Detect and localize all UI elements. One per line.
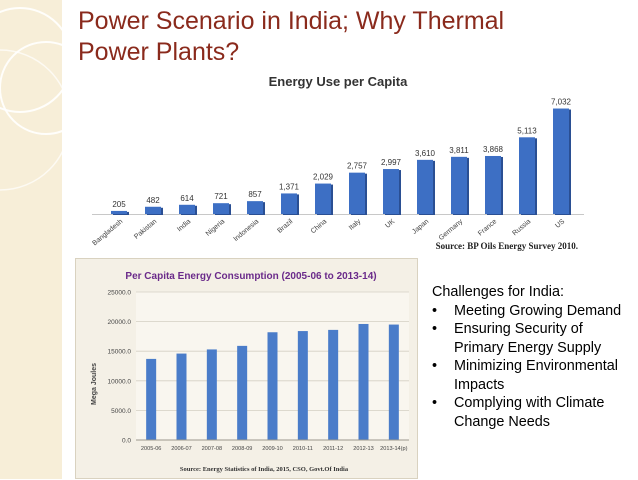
chart2-bar xyxy=(297,331,308,440)
slide-title-line-1: Power Scenario in India; Why Thermal xyxy=(78,7,505,35)
chart1-category-label: Germany xyxy=(438,218,465,242)
challenge-item: • Minimizing Environmental Impacts xyxy=(432,357,632,394)
chart1-bar xyxy=(281,193,297,214)
chart1-value-label: 721 xyxy=(214,192,228,201)
chart1-bar xyxy=(179,204,195,214)
chart2-ytick-label: 15000.0 xyxy=(108,349,132,356)
chart2-source: Source: Energy Statistics of India, 2015… xyxy=(180,466,349,473)
chart2-ytick-label: 5000.0 xyxy=(111,408,131,415)
chart1-bar xyxy=(145,206,161,214)
chart1-bar xyxy=(451,156,467,214)
chart1-category-label: Brazil xyxy=(276,218,294,235)
bullet-glyph: • xyxy=(432,395,438,411)
chart2-bar xyxy=(358,323,369,440)
chart2-bar xyxy=(267,332,278,440)
challenge-item: • Ensuring Security of Primary Energy Su… xyxy=(432,320,632,357)
chart1-bar xyxy=(213,203,229,214)
chart2-bar xyxy=(146,358,157,440)
chart1-value-label: 5,113 xyxy=(517,126,537,135)
chart2-ytick-label: 20000.0 xyxy=(108,319,132,326)
chart2-bar xyxy=(206,349,217,440)
chart2-bar xyxy=(388,324,399,440)
chart1-bar xyxy=(417,159,433,214)
chart2-category-label: 2006-07 xyxy=(171,446,192,452)
chart2-ytick-label: 10000.0 xyxy=(108,378,132,385)
chart2-ytick-label: 25000.0 xyxy=(108,290,132,297)
decorative-side-band xyxy=(0,0,62,479)
chart1-bar xyxy=(519,137,535,214)
chart1-category-label: UK xyxy=(384,218,396,230)
chart1-value-label: 2,997 xyxy=(381,158,402,167)
chart1-category-label: Nigeria xyxy=(205,218,227,238)
chart1-category-label: India xyxy=(176,218,192,233)
chart1-category-label: China xyxy=(310,218,329,235)
chart2-bar xyxy=(328,329,339,440)
chart1-bar xyxy=(247,201,263,214)
chart1-value-label: 857 xyxy=(248,190,262,199)
chart2-ylabel: Mega Joules xyxy=(91,363,98,405)
chart1-bar xyxy=(349,172,365,214)
chart1-value-label: 3,811 xyxy=(449,146,469,155)
energy-use-chart-svg: Energy Use per Capita Source: BP Oils En… xyxy=(91,74,584,251)
slide-title: Power Scenario in India; Why Thermal Pow… xyxy=(78,6,598,68)
chart1-bar xyxy=(315,183,331,214)
bullet-glyph: • xyxy=(432,321,438,337)
per-capita-consumption-chart: Per Capita Energy Consumption (2005-06 t… xyxy=(75,258,418,479)
slide-title-line-2: Power Plants? xyxy=(78,38,240,66)
chart1-category-label: Bangladesh xyxy=(91,218,124,247)
chart1-bar xyxy=(553,108,569,214)
chart1-value-label: 7,032 xyxy=(551,98,572,107)
chart2-category-label: 2009-10 xyxy=(262,446,283,452)
challenge-text: Ensuring Security of Primary Energy Supp… xyxy=(454,321,602,356)
chart1-value-label: 3,610 xyxy=(415,149,436,158)
chart1-source: Source: BP Oils Energy Survey 2010. xyxy=(436,241,578,251)
chart2-bar xyxy=(176,353,187,440)
chart1-value-label: 482 xyxy=(146,196,160,205)
chart2-bar xyxy=(237,345,248,440)
chart1-category-label: France xyxy=(477,218,498,237)
chart1-value-label: 205 xyxy=(112,200,126,209)
challenges-list: • Meeting Growing Demand • Ensuring Secu… xyxy=(432,302,632,432)
chart2-category-label: 2013-14(p) xyxy=(380,446,408,452)
chart1-category-label: Pakistan xyxy=(133,218,158,241)
chart1-title: Energy Use per Capita xyxy=(269,74,408,89)
challenge-text: Complying with Climate Change Needs xyxy=(454,395,605,430)
chart1-bar xyxy=(111,210,127,214)
challenge-item: • Complying with Climate Change Needs xyxy=(432,394,632,431)
chart2-title: Per Capita Energy Consumption (2005-06 t… xyxy=(125,271,376,282)
decorative-arcs xyxy=(0,7,62,191)
chart2-ytick-label: 0.0 xyxy=(122,438,131,445)
chart1-value-label: 1,371 xyxy=(279,182,300,191)
chart2-category-label: 2012-13 xyxy=(353,446,374,452)
chart1-value-label: 3,868 xyxy=(483,145,504,154)
energy-use-per-capita-chart: Energy Use per Capita Source: BP Oils En… xyxy=(88,66,588,254)
chart2-category-label: 2007-08 xyxy=(202,446,223,452)
chart1-bar xyxy=(485,155,501,214)
chart1-category-label: Indonesia xyxy=(233,218,261,243)
chart1-value-label: 2,029 xyxy=(313,173,334,182)
chart2-category-label: 2005-06 xyxy=(141,446,162,452)
challenges-panel: Challenges for India: • Meeting Growing … xyxy=(432,283,632,431)
chart1-bar xyxy=(383,169,399,214)
consumption-chart-svg: Per Capita Energy Consumption (2005-06 t… xyxy=(91,271,409,473)
chart1-category-label: Russia xyxy=(511,218,532,237)
chart2-category-label: 2010-11 xyxy=(293,446,313,452)
chart2-category-label: 2011-12 xyxy=(323,446,343,452)
chart1-value-label: 614 xyxy=(180,194,194,203)
challenges-heading: Challenges for India: xyxy=(432,284,564,300)
chart1-category-label: US xyxy=(554,218,566,230)
chart1-category-label: Italy xyxy=(348,218,363,232)
chart1-category-label: Japan xyxy=(411,218,430,236)
bullet-glyph: • xyxy=(432,302,438,319)
bullet-glyph: • xyxy=(432,358,438,374)
challenge-item: • Meeting Growing Demand xyxy=(432,302,632,321)
challenge-text: Minimizing Environmental Impacts xyxy=(454,358,618,393)
chart1-value-label: 2,757 xyxy=(347,162,368,171)
chart2-category-label: 2008-09 xyxy=(232,446,253,452)
challenge-text: Meeting Growing Demand xyxy=(454,302,622,319)
